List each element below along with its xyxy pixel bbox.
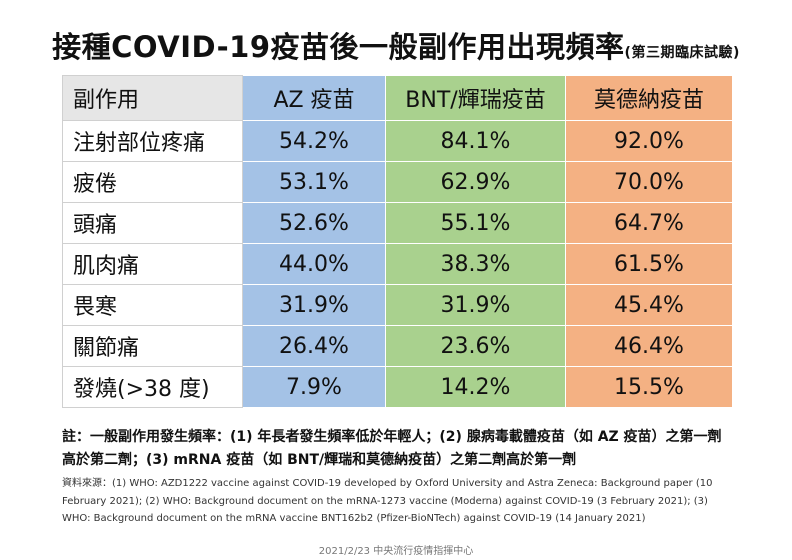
table-row: 發燒(>38 度) 7.9% 14.2% 15.5% [62,366,733,408]
note: 註：一般副作用發生頻率：(1) 年長者發生頻率低於年輕人；(2) 腺病毒載體疫苗… [62,429,722,468]
cell: 61.5% [565,243,733,285]
table-row: 注射部位疼痛 54.2% 84.1% 92.0% [62,120,733,162]
table-row: 關節痛 26.4% 23.6% 46.4% [62,325,733,367]
cell: 84.1% [385,120,566,162]
cell: 92.0% [565,120,733,162]
cell: 26.4% [242,325,386,367]
header-row: 副作用 AZ 疫苗 BNT/輝瑞疫苗 莫德納疫苗 [62,75,733,121]
row-label: 注射部位疼痛 [62,120,243,162]
cell: 70.0% [565,161,733,203]
cell: 莫德納疫苗 [565,75,733,121]
row-label: 關節痛 [62,325,243,367]
cell: 53.1% [242,161,386,203]
row-label: 發燒(>38 度) [62,366,243,408]
table-row: 頭痛 52.6% 55.1% 64.7% [62,202,733,244]
cell: 62.9% [385,161,566,203]
title: 接種COVID-19疫苗後一般副作用出現頻率(第三期臨床試驗) [0,24,792,66]
cell: 64.7% [565,202,733,244]
cell: 38.3% [385,243,566,285]
cell: 52.6% [242,202,386,244]
source: 資料來源：(1) WHO: AZD1222 vaccine against CO… [62,478,713,524]
cell: AZ 疫苗 [242,75,386,121]
cell: BNT/輝瑞疫苗 [385,75,566,121]
cell: 54.2% [242,120,386,162]
side-effect-table: 副作用 AZ 疫苗 BNT/輝瑞疫苗 莫德納疫苗 注射部位疼痛 54.2% 84.1% 92.… [62,75,733,408]
table-row: 畏寒 31.9% 31.9% 45.4% [62,284,733,326]
cell: 55.1% [385,202,566,244]
cell: 31.9% [242,284,386,326]
row-label: 肌肉痛 [62,243,243,285]
subtitle: (第三期臨床試驗) [624,45,740,61]
cell: 15.5% [565,366,733,408]
cell: 46.4% [565,325,733,367]
cell: 7.9% [242,366,386,408]
table-row: 疲倦 53.1% 62.9% 70.0% [62,161,733,203]
title-text: 接種COVID-19疫苗後一般副作用出現頻率 [52,30,625,64]
row-label: 頭痛 [62,202,243,244]
cell: 44.0% [242,243,386,285]
cell: 45.4% [565,284,733,326]
row-label: 畏寒 [62,284,243,326]
footer: 2021/2/23 中央流行疫情指揮中心 [318,546,474,557]
table-row: 肌肉痛 44.0% 38.3% 61.5% [62,243,733,285]
cell: 31.9% [385,284,566,326]
cell: 23.6% [385,325,566,367]
row-label: 疲倦 [62,161,243,203]
cell: 14.2% [385,366,566,408]
row-label: 副作用 [62,75,243,121]
